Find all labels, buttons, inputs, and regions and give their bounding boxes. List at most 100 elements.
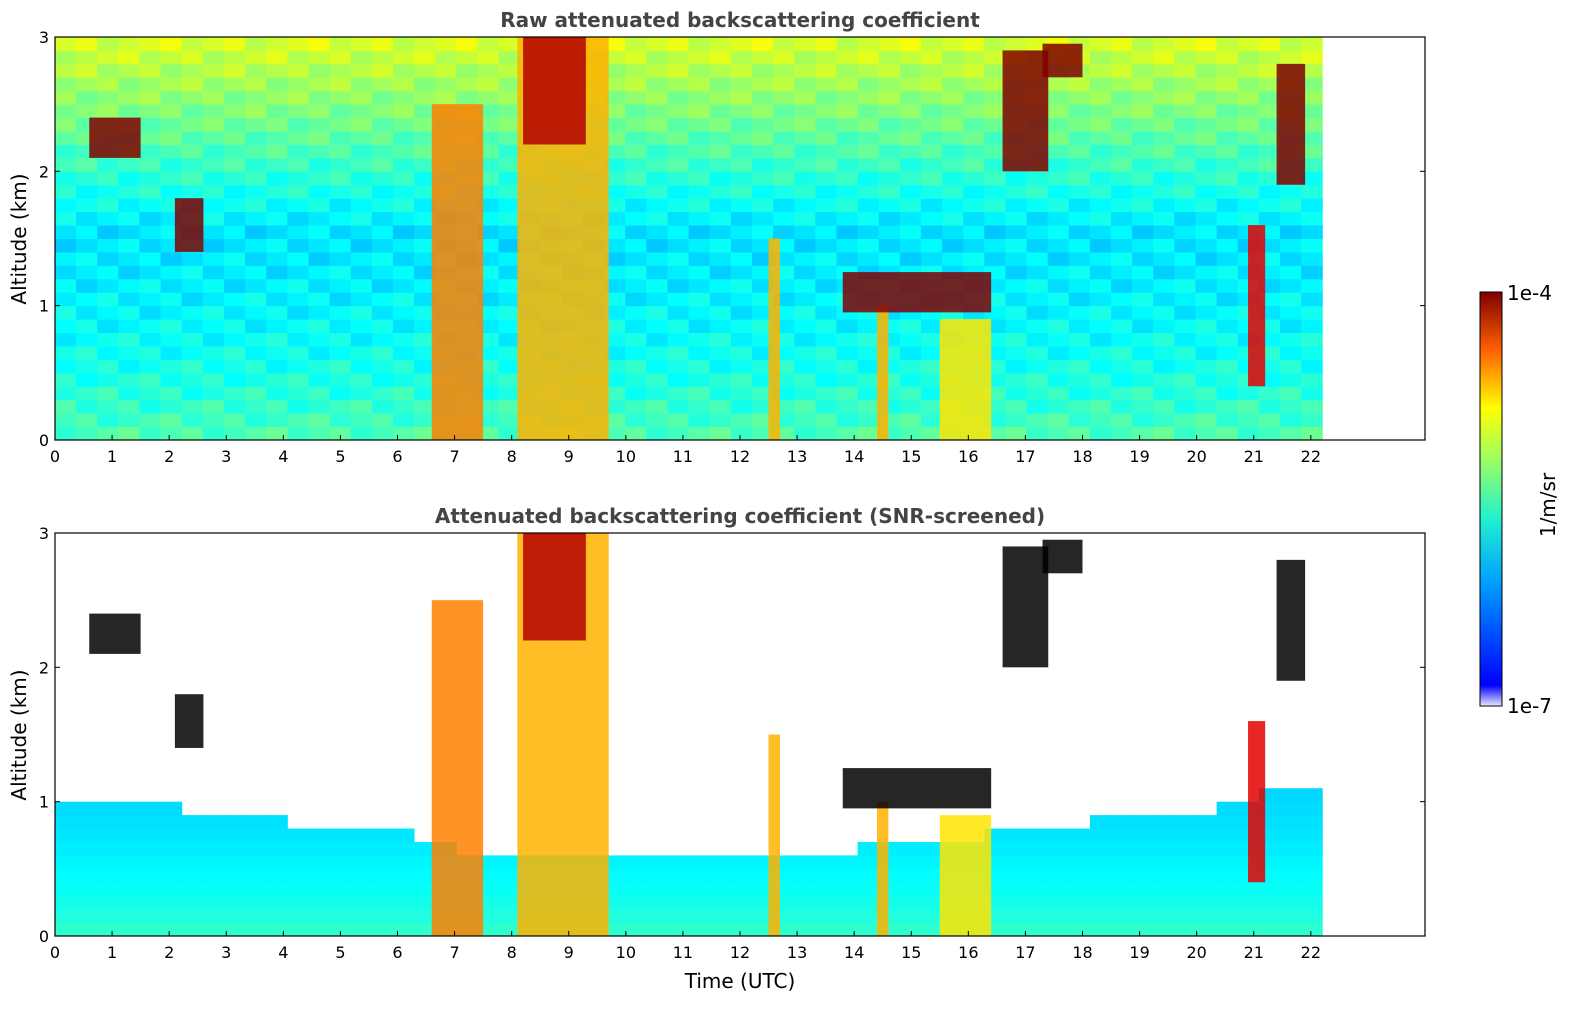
heatmap-cell bbox=[963, 63, 985, 78]
x-tick-label: 3 bbox=[221, 447, 231, 466]
heatmap-cell bbox=[1132, 319, 1154, 334]
cloud-feature bbox=[1042, 43, 1083, 78]
heatmap-cell bbox=[181, 171, 204, 186]
heatmap-cell bbox=[1280, 868, 1302, 883]
heatmap-cell bbox=[350, 305, 373, 320]
heatmap-cell bbox=[667, 251, 690, 266]
heatmap-cell bbox=[1216, 345, 1239, 360]
heatmap-cell bbox=[1089, 922, 1112, 937]
heatmap-cell bbox=[76, 828, 98, 843]
heatmap-cell bbox=[1089, 90, 1112, 105]
heatmap-cell bbox=[76, 345, 98, 360]
heatmap-cell bbox=[1132, 90, 1154, 105]
heatmap-cell bbox=[815, 77, 837, 92]
heatmap-cell bbox=[1280, 882, 1302, 897]
heatmap-cell bbox=[646, 157, 669, 172]
heatmap-cell bbox=[857, 345, 880, 360]
heatmap-cell bbox=[625, 238, 647, 253]
heatmap-cell bbox=[1153, 157, 1175, 172]
heatmap-cell bbox=[942, 77, 964, 92]
heatmap-cell bbox=[287, 413, 309, 428]
heatmap-cell bbox=[1216, 828, 1239, 843]
heatmap-cell bbox=[920, 372, 943, 387]
heatmap-cell bbox=[709, 265, 732, 280]
heatmap-cell bbox=[984, 37, 1006, 51]
heatmap-cell bbox=[667, 292, 690, 307]
heatmap-cell bbox=[498, 359, 521, 374]
heatmap-cell bbox=[350, 909, 373, 924]
heatmap-cell bbox=[920, 211, 943, 226]
heatmap-cell bbox=[76, 372, 98, 387]
heatmap-cell bbox=[223, 882, 246, 897]
heatmap-cell bbox=[266, 426, 288, 441]
heatmap-cell bbox=[984, 63, 1006, 78]
heatmap-cell bbox=[942, 50, 964, 65]
heatmap-cell bbox=[984, 198, 1006, 213]
heatmap-cell bbox=[646, 909, 669, 924]
cloud-feature bbox=[1042, 539, 1083, 574]
heatmap-cell bbox=[287, 77, 309, 92]
heatmap-cell bbox=[118, 386, 140, 401]
heatmap-cell bbox=[1068, 882, 1091, 897]
heatmap-cell bbox=[76, 909, 98, 924]
heatmap-cell bbox=[245, 184, 267, 199]
heatmap-cell bbox=[1005, 184, 1028, 199]
heatmap-cell bbox=[392, 184, 415, 199]
heatmap-cell bbox=[1174, 50, 1197, 65]
x-tick-label: 10 bbox=[616, 447, 636, 466]
heatmap-cell bbox=[667, 131, 690, 145]
heatmap-cell bbox=[984, 225, 1006, 239]
heatmap-cell bbox=[202, 238, 225, 253]
heatmap-cell bbox=[1132, 171, 1154, 186]
heatmap-cell bbox=[984, 251, 1006, 266]
heatmap-cell bbox=[223, 117, 246, 132]
heatmap-cell bbox=[625, 251, 647, 266]
heatmap-cell bbox=[963, 77, 985, 92]
heatmap-cell bbox=[371, 332, 394, 347]
x-tick-label: 0 bbox=[50, 943, 60, 962]
heatmap-cell bbox=[963, 184, 985, 199]
heatmap-cell bbox=[329, 225, 352, 239]
heatmap-cell bbox=[392, 359, 415, 374]
heatmap-cell bbox=[963, 238, 985, 253]
heatmap-cell bbox=[815, 895, 837, 910]
heatmap-cell bbox=[984, 50, 1006, 65]
heatmap-cell bbox=[139, 144, 162, 159]
heatmap-cell bbox=[751, 413, 774, 428]
heatmap-cell bbox=[371, 345, 394, 360]
heatmap-cell bbox=[688, 305, 711, 320]
heatmap-cell bbox=[920, 37, 943, 51]
heatmap-cell bbox=[1301, 265, 1323, 280]
heatmap-cell bbox=[498, 225, 521, 239]
heatmap-cell bbox=[899, 841, 922, 856]
heatmap-cell bbox=[350, 117, 373, 132]
heatmap-cell bbox=[371, 882, 394, 897]
heatmap-cell bbox=[371, 265, 394, 280]
heatmap-cell bbox=[604, 909, 626, 924]
heatmap-cell bbox=[118, 37, 140, 51]
heatmap-cell bbox=[181, 909, 204, 924]
heatmap-cell bbox=[836, 345, 859, 360]
heatmap-cell bbox=[223, 171, 246, 186]
heatmap-cell bbox=[139, 841, 162, 856]
heatmap-cell bbox=[836, 131, 859, 145]
heatmap-cell bbox=[1089, 305, 1112, 320]
heatmap-cell bbox=[1153, 426, 1175, 441]
heatmap-cell bbox=[371, 895, 394, 910]
cloud-feature bbox=[523, 37, 586, 145]
heatmap-cell bbox=[751, 895, 774, 910]
heatmap-cell bbox=[329, 198, 352, 213]
heatmap-cell bbox=[963, 90, 985, 105]
heatmap-cell bbox=[1153, 171, 1175, 186]
heatmap-cell bbox=[646, 345, 669, 360]
heatmap-cell bbox=[794, 345, 816, 360]
heatmap-cell bbox=[794, 372, 816, 387]
heatmap-cell bbox=[202, 345, 225, 360]
heatmap-cell bbox=[1153, 184, 1175, 199]
heatmap-cell bbox=[414, 251, 436, 266]
heatmap-cell bbox=[118, 50, 140, 65]
heatmap-cell bbox=[118, 278, 140, 293]
heatmap-cell bbox=[350, 345, 373, 360]
heatmap-cell bbox=[709, 77, 732, 92]
heatmap-cell bbox=[1026, 251, 1049, 266]
